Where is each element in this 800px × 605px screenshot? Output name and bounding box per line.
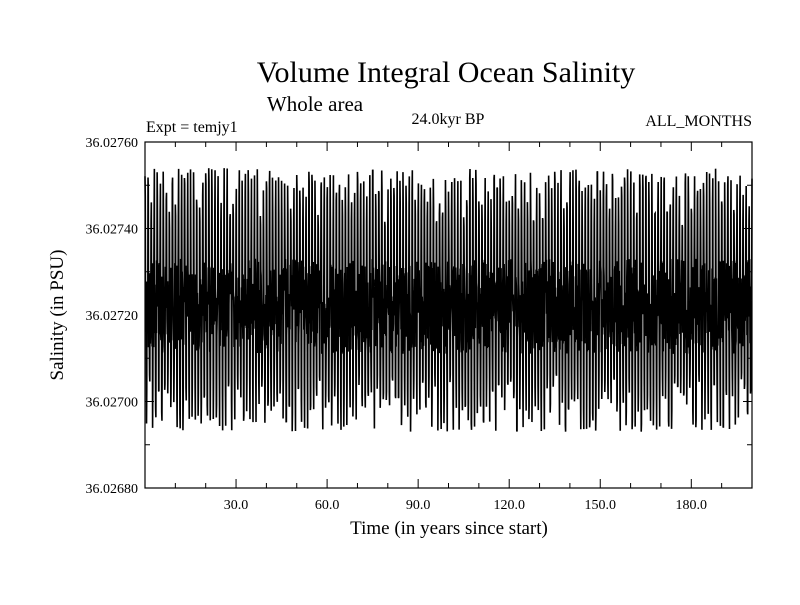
chart-title: Volume Integral Ocean Salinity	[257, 56, 636, 89]
y-tick-label: 36.02740	[86, 223, 139, 238]
salinity-series-line	[144, 168, 753, 432]
months-label: ALL_MONTHS	[645, 113, 752, 130]
period-label: 24.0kyr BP	[412, 111, 485, 128]
y-tick-label: 36.02680	[86, 482, 139, 497]
y-tick-label: 36.02700	[86, 396, 139, 411]
y-tick-label: 36.02720	[86, 309, 139, 324]
y-tick-label: 36.02760	[86, 136, 139, 151]
series-layer	[144, 168, 753, 432]
x-tick-label: 90.0	[406, 498, 431, 513]
x-axis-label: Time (in years since start)	[350, 518, 548, 539]
ticks-layer: 30.0 60.0 90.0 120.0 150.0 180.0 36.02680 36.02…	[86, 136, 752, 513]
x-tick-label: 60.0	[315, 498, 340, 513]
x-tick-label: 150.0	[585, 498, 617, 513]
x-tick-label: 120.0	[493, 498, 525, 513]
x-tick-label: 30.0	[224, 498, 249, 513]
y-axis-label: Salinity (in PSU)	[47, 250, 68, 381]
x-tick-label: 180.0	[676, 498, 708, 513]
chart-subtitle: Whole area	[267, 92, 364, 116]
experiment-label: Expt = temjy1	[146, 119, 238, 136]
